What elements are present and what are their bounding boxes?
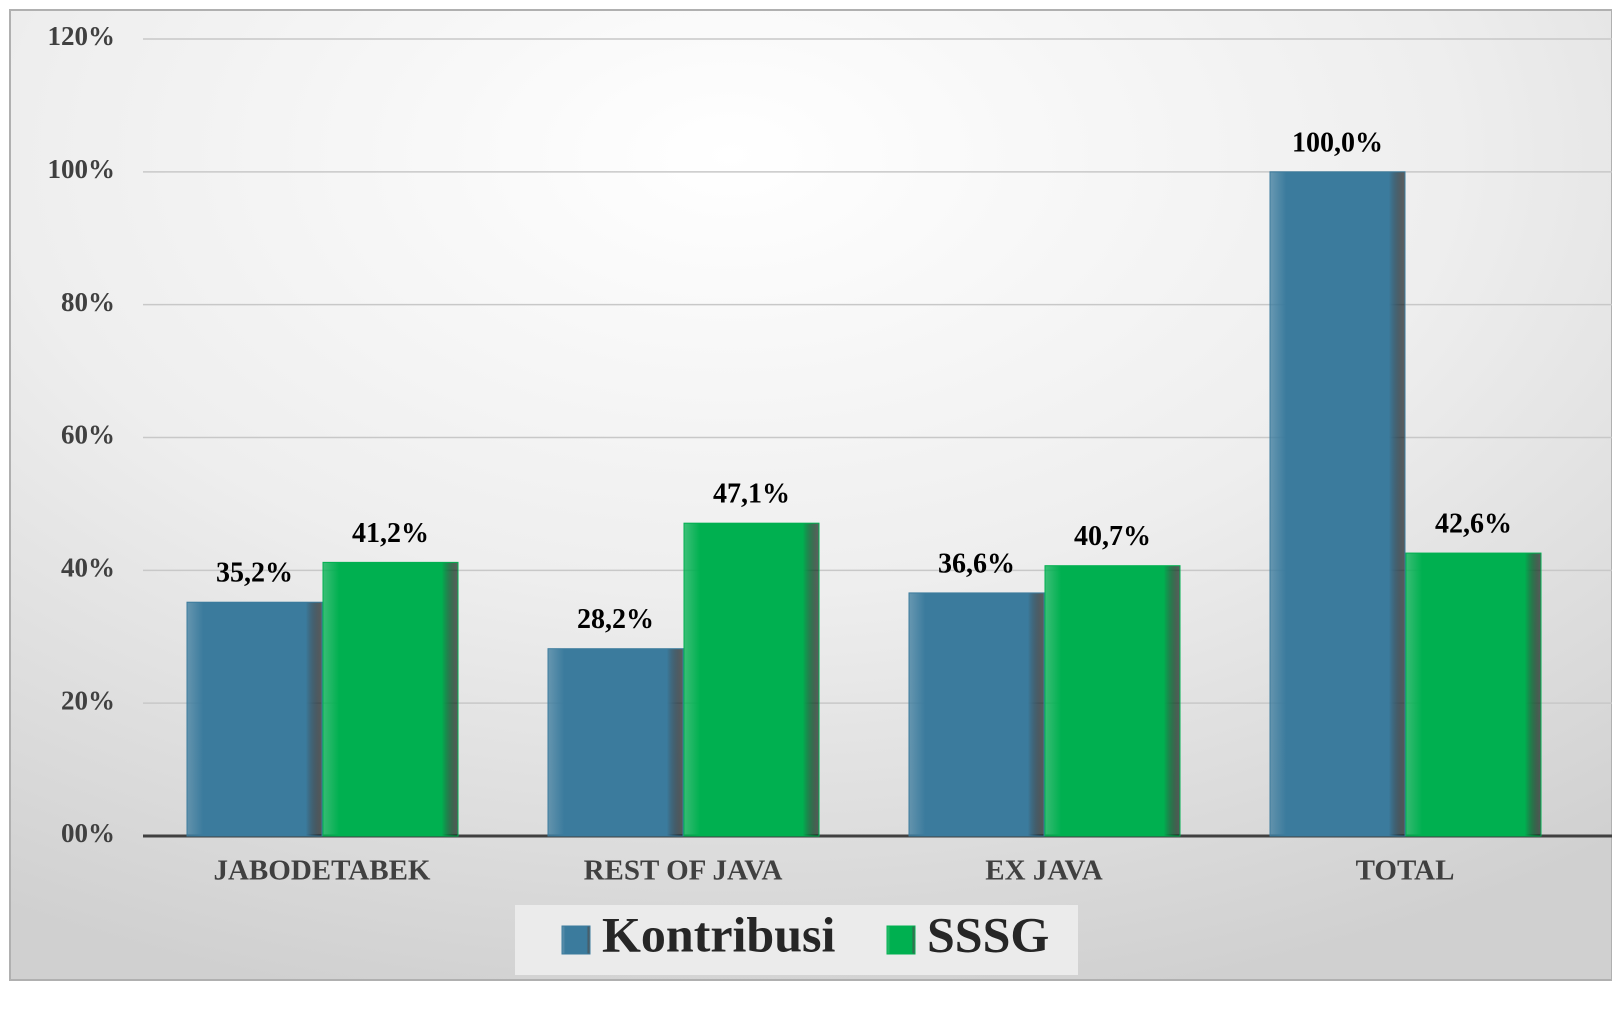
legend-label: SSSG	[927, 906, 1049, 962]
legend-swatch	[561, 925, 591, 955]
bar	[1405, 552, 1542, 837]
data-label: 47,1%	[713, 479, 790, 510]
bar	[322, 561, 459, 837]
bar	[1044, 565, 1181, 837]
bar	[683, 522, 820, 837]
y-tick-label: 00%	[61, 818, 115, 848]
y-tick-label: 60%	[61, 420, 115, 450]
data-label: 41,2%	[352, 518, 429, 549]
data-label: 35,2%	[216, 558, 293, 589]
data-label: 28,2%	[577, 604, 654, 635]
bar	[1269, 171, 1406, 837]
legend-swatch	[886, 925, 916, 955]
bar	[186, 601, 323, 837]
y-tick-label: 40%	[61, 553, 115, 583]
data-label: 42,6%	[1435, 508, 1512, 539]
y-tick-label: 120%	[48, 21, 116, 51]
bar	[908, 592, 1045, 837]
y-tick-label: 80%	[61, 287, 115, 317]
y-tick-label: 20%	[61, 685, 115, 715]
x-tick-label: TOTAL	[1356, 855, 1455, 887]
data-label: 36,6%	[938, 548, 1015, 579]
x-tick-label: JABODETABEK	[213, 855, 430, 887]
legend-label: Kontribusi	[602, 906, 836, 962]
y-tick-label: 100%	[48, 154, 116, 184]
x-tick-label: REST OF JAVA	[584, 855, 783, 887]
data-label: 40,7%	[1074, 521, 1151, 552]
legend-box	[515, 905, 1078, 975]
data-label: 100,0%	[1292, 127, 1383, 158]
bar	[547, 648, 684, 837]
x-tick-label: EX JAVA	[985, 855, 1102, 887]
